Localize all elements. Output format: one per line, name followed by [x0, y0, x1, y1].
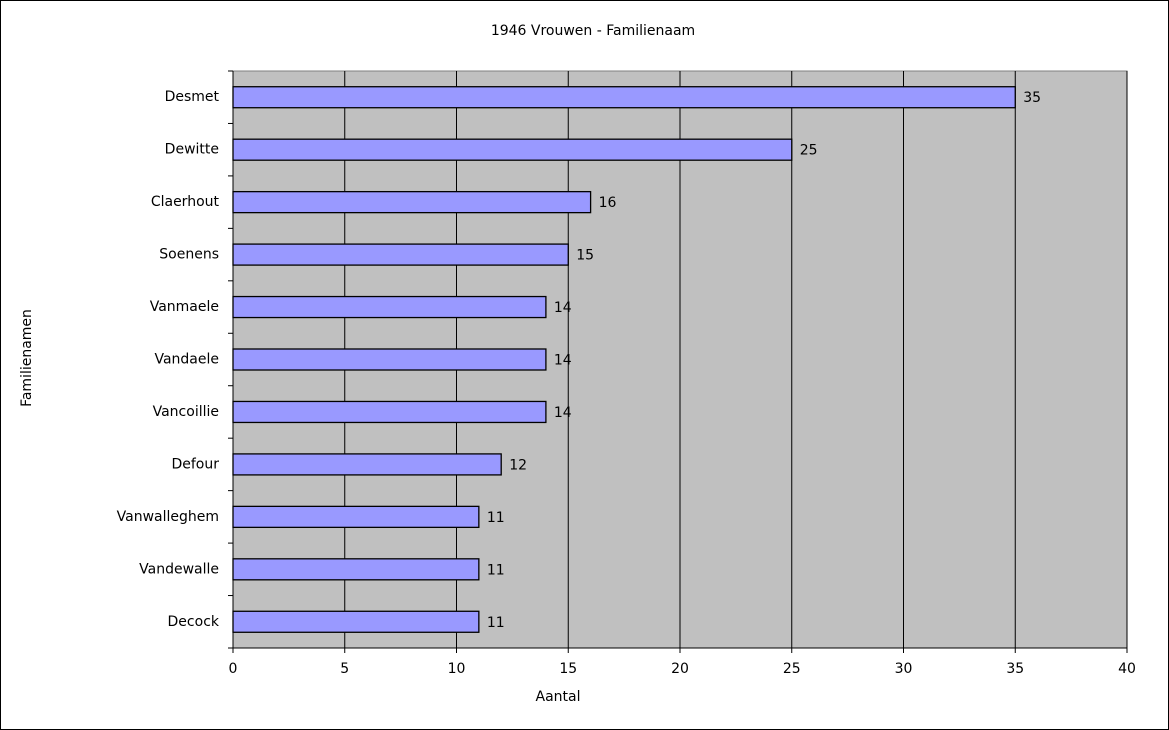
- x-tick-label: 5: [340, 661, 349, 677]
- y-tick-label: Decock: [168, 614, 220, 630]
- x-tick-label: 40: [1118, 661, 1136, 677]
- y-tick-label: Defour: [171, 456, 219, 472]
- y-tick-label: Soenens: [159, 247, 219, 263]
- y-tick-label: Claerhout: [151, 194, 220, 210]
- x-tick-label: 10: [448, 661, 466, 677]
- bar: [232, 505, 480, 529]
- x-tick-label: 15: [559, 661, 577, 677]
- bar: [232, 400, 547, 424]
- x-tick-label: 20: [671, 661, 689, 677]
- data-label: 14: [554, 300, 572, 316]
- y-tick-label: Vancoillie: [153, 404, 219, 420]
- data-label: 16: [599, 195, 617, 211]
- y-tick-label: Vanwalleghem: [117, 509, 219, 525]
- data-label: 14: [554, 353, 572, 369]
- data-label: 11: [487, 510, 505, 526]
- x-tick-label: 30: [895, 661, 913, 677]
- bar: [232, 86, 1016, 109]
- y-axis-label: Familienamen: [19, 309, 35, 407]
- y-tick-label: Dewitte: [165, 142, 219, 158]
- x-tick-label: 35: [1006, 661, 1024, 677]
- bar: [232, 243, 569, 266]
- x-tick-label: 25: [783, 661, 801, 677]
- data-label: 25: [800, 143, 818, 159]
- data-label: 35: [1023, 90, 1041, 106]
- bar: [232, 453, 502, 476]
- x-tick-label: 0: [229, 661, 238, 677]
- bar: [232, 610, 480, 633]
- y-tick-label: Desmet: [165, 89, 220, 105]
- chart-title: 1946 Vrouwen - Familienaam: [491, 23, 695, 39]
- data-label: 12: [509, 457, 527, 473]
- x-axis-label: Aantal: [536, 689, 581, 705]
- data-label: 11: [487, 562, 505, 578]
- y-tick-label: Vandaele: [154, 352, 219, 368]
- data-label: 11: [487, 615, 505, 631]
- y-tick-label: Vanmaele: [150, 299, 219, 315]
- bar: [232, 558, 480, 581]
- y-tick-label: Vandewalle: [139, 561, 219, 577]
- bar: [232, 348, 547, 371]
- data-label: 15: [576, 248, 594, 264]
- bar: [232, 138, 793, 161]
- bar: [232, 295, 547, 319]
- bar: [232, 190, 592, 214]
- data-label: 14: [554, 405, 572, 421]
